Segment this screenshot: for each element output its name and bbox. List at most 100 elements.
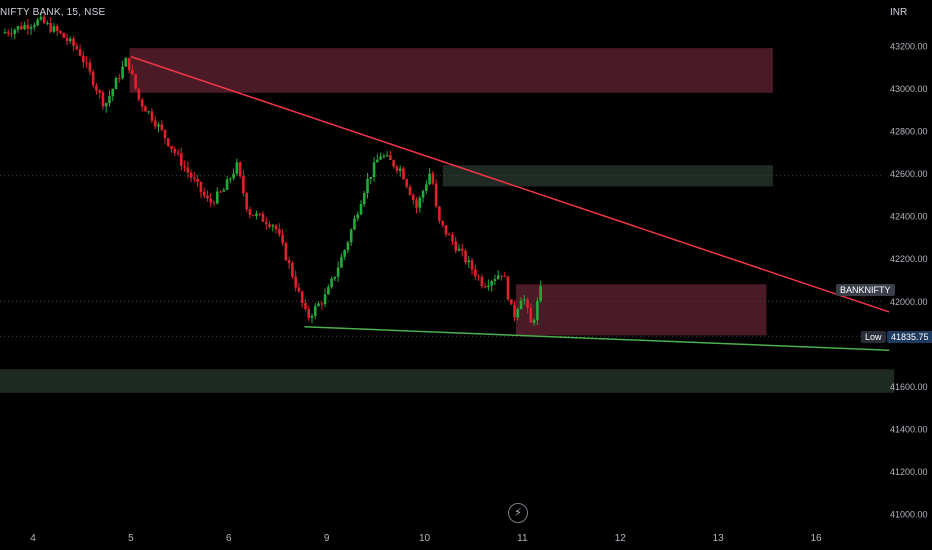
candle-body	[222, 189, 226, 192]
candle-body	[372, 162, 376, 178]
y-tick-label: 41200.00	[890, 467, 928, 477]
candle-body	[411, 195, 415, 201]
candle-body	[523, 299, 526, 301]
x-tick-label: 11	[517, 533, 528, 544]
candle-body	[356, 214, 360, 219]
candle-body	[95, 85, 98, 91]
candle-body	[101, 92, 105, 107]
x-tick-label: 13	[713, 533, 725, 544]
candle-body	[255, 213, 258, 216]
candle-body	[108, 96, 111, 104]
candle-body	[176, 152, 180, 154]
candle-body	[88, 62, 92, 72]
candle-body	[379, 156, 382, 160]
candle-body	[140, 99, 144, 107]
y-tick-label: 42000.00	[890, 297, 928, 307]
candle-body	[157, 124, 160, 127]
candle-body	[487, 285, 490, 287]
candle-body	[206, 195, 209, 199]
candle-body	[500, 275, 503, 277]
y-tick-label: 41600.00	[890, 382, 928, 392]
candle-body	[245, 193, 248, 210]
zone-demand-3	[0, 369, 895, 393]
candle-body	[23, 24, 26, 30]
candle-body	[434, 183, 438, 207]
candle-body	[46, 23, 49, 25]
candle-body	[242, 176, 245, 194]
lightning-icon[interactable]: ⚡︎	[508, 503, 528, 523]
candle-body	[274, 225, 278, 230]
candle-body	[225, 179, 229, 190]
candle-body	[232, 173, 235, 179]
candle-body	[183, 166, 186, 168]
candle-body	[428, 173, 431, 185]
candle-body	[333, 276, 337, 279]
candle-body	[287, 260, 291, 264]
y-tick-label: 41000.00	[890, 510, 928, 520]
low-label: Low	[861, 331, 886, 343]
candle-body	[421, 190, 425, 198]
candle-body	[451, 234, 454, 242]
candle-body	[392, 160, 395, 167]
currency-label: INR	[890, 7, 908, 18]
candle-body	[317, 303, 320, 307]
candle-body	[536, 301, 539, 321]
candle-body	[425, 184, 428, 191]
candle-body	[369, 177, 373, 180]
candle-body	[480, 276, 484, 287]
candle-body	[36, 19, 39, 26]
candle-body	[346, 242, 350, 251]
candle-body	[16, 26, 20, 30]
candle-body	[330, 278, 333, 288]
candle-body	[209, 198, 213, 203]
x-tick-label: 6	[226, 533, 232, 544]
x-tick-label: 16	[810, 533, 822, 544]
candle-body	[264, 221, 268, 225]
candle-body	[160, 124, 164, 130]
candle-body	[532, 320, 536, 323]
candle-body	[3, 32, 7, 34]
candle-body	[261, 213, 265, 222]
candle-body	[33, 25, 36, 27]
candle-body	[163, 129, 167, 139]
candle-body	[166, 138, 170, 147]
zone-supply-2	[515, 284, 767, 336]
candle-body	[6, 32, 10, 34]
candle-body	[340, 256, 343, 268]
x-tick-label: 12	[615, 533, 627, 544]
candle-body	[29, 26, 33, 29]
dotted-levels-layer	[0, 175, 884, 337]
trendline-support[interactable]	[304, 326, 890, 351]
candle-body	[483, 286, 487, 288]
candle-body	[114, 78, 118, 90]
candle-body	[304, 302, 307, 310]
candle-body	[124, 58, 128, 67]
candle-body	[186, 167, 190, 173]
candle-body	[180, 153, 183, 167]
candle-body	[343, 250, 346, 257]
candle-body	[104, 103, 108, 107]
candle-body	[323, 294, 327, 305]
candle-body	[117, 78, 121, 80]
candle-body	[219, 191, 222, 193]
low-value-label: 41835.75	[887, 331, 932, 343]
candle-body	[366, 179, 369, 193]
candle-body	[72, 38, 75, 46]
candle-body	[147, 111, 150, 113]
candle-body	[539, 286, 542, 302]
candle-body	[229, 178, 232, 180]
zone-supply-0	[129, 48, 773, 93]
candle-body	[131, 70, 134, 75]
y-tick-label: 41400.00	[890, 424, 928, 434]
zone-demand-1	[442, 165, 773, 187]
candle-body	[376, 159, 379, 163]
candle-body	[235, 162, 239, 174]
candle-body	[268, 224, 271, 227]
candle-body	[271, 225, 275, 227]
trendline-resistance[interactable]	[130, 55, 890, 313]
price-axis: 43200.00 43000.00 42800.00 42600.00 42400.00…	[890, 42, 928, 520]
candle-body	[196, 178, 199, 182]
candle-body	[402, 168, 405, 180]
candle-body	[258, 213, 262, 215]
